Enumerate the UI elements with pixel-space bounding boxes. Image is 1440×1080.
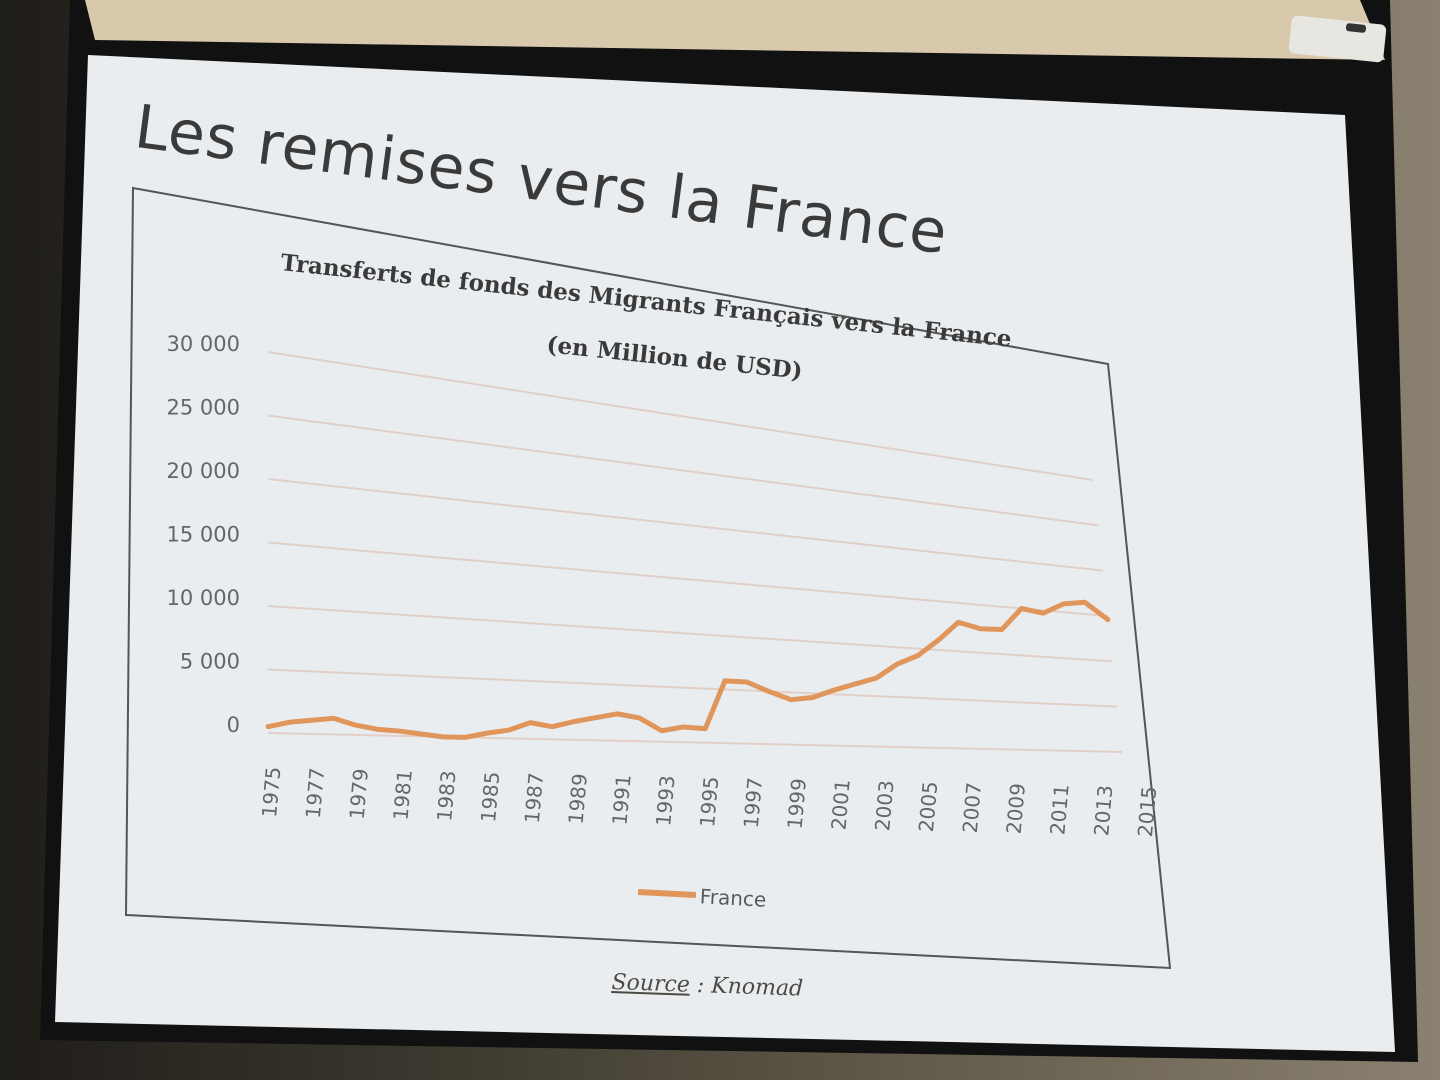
source-separator: : (689, 972, 712, 999)
grid-lines (267, 351, 1123, 753)
gridline (267, 414, 1098, 527)
x-tick-label: 1999 (783, 777, 811, 830)
legend-label: France (699, 884, 767, 911)
legend: France (637, 884, 767, 912)
y-tick-label: 0 (227, 713, 240, 737)
x-tick-label: 1975 (257, 766, 285, 819)
slide-surface (55, 55, 1395, 1052)
x-tick-label: 2009 (1002, 782, 1030, 835)
x-tick-label: 2003 (870, 779, 898, 832)
x-tick-label: 2005 (914, 780, 942, 833)
y-tick-label: 25 000 (167, 396, 240, 420)
chart-frame (124, 186, 1172, 970)
x-tick-label: 1989 (564, 772, 592, 825)
x-tick-label: 1981 (388, 769, 416, 822)
source-label: Source (611, 970, 691, 998)
x-tick-label: 2007 (958, 781, 986, 834)
chart-subtitle: (en Million de USD) (545, 331, 803, 385)
x-tick-label: 1983 (432, 770, 460, 823)
x-tick-label: 1995 (695, 775, 723, 828)
x-axis-ticks: 1975 1977 1979 1981 1983 1985 1987 1989 1991 1993… (257, 766, 1161, 838)
x-tick-label: 2013 (1089, 784, 1117, 837)
screen-top-band (85, 0, 1385, 60)
series-layer (265, 599, 1111, 740)
y-tick-label: 30 000 (167, 332, 240, 356)
x-tick-label: 2015 (1133, 785, 1161, 838)
x-tick-label: 1997 (739, 776, 767, 829)
x-tick-label: 2011 (1045, 783, 1073, 836)
x-tick-label: 1987 (520, 771, 548, 824)
gridline (267, 541, 1108, 617)
y-tick-label: 20 000 (167, 459, 240, 483)
gridline (267, 605, 1113, 663)
x-tick-label: 1993 (651, 774, 679, 827)
series-line-france (265, 599, 1111, 740)
screen-latch-icon (1345, 23, 1367, 33)
gridline (267, 478, 1103, 572)
gridline (267, 351, 1094, 481)
x-tick-label: 2001 (826, 778, 854, 831)
x-tick-label: 1991 (607, 773, 635, 826)
x-tick-label: 1977 (301, 767, 329, 820)
y-tick-label: 5 000 (180, 650, 240, 674)
y-tick-label: 15 000 (167, 523, 240, 547)
y-tick-label: 10 000 (167, 586, 240, 610)
gridline (267, 732, 1123, 753)
y-axis-ticks: 30 000 25 000 20 000 15 000 10 000 5 000 0 (167, 332, 240, 737)
gridline (267, 668, 1118, 708)
x-tick-label: 1985 (476, 771, 504, 824)
x-tick-label: 1979 (345, 768, 373, 821)
legend-swatch (637, 889, 697, 899)
chart-title: Transferts de fonds des Migrants Françai… (279, 249, 1012, 353)
source-value: Knomad (710, 973, 804, 1002)
